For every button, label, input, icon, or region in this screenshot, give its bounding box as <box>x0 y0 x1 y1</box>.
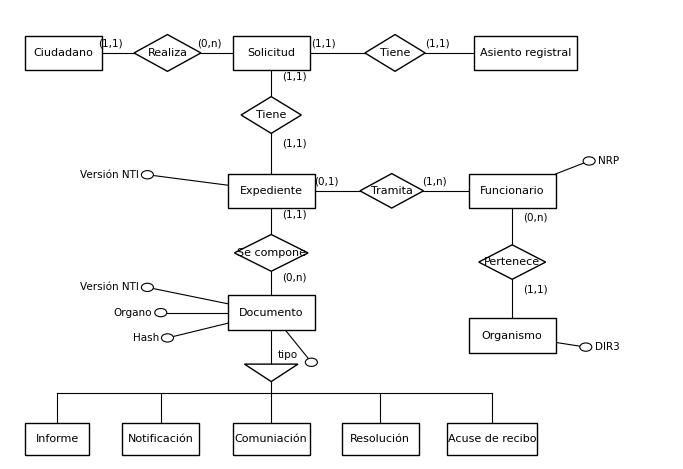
Text: Ciudadano: Ciudadano <box>33 48 94 58</box>
Polygon shape <box>241 97 301 133</box>
Text: Versión NTI: Versión NTI <box>80 170 139 180</box>
Text: DIR3: DIR3 <box>594 342 619 352</box>
Polygon shape <box>134 35 201 71</box>
Polygon shape <box>479 245 546 280</box>
FancyBboxPatch shape <box>342 423 419 455</box>
Text: Tiene: Tiene <box>256 110 286 120</box>
Text: (1,n): (1,n) <box>423 177 447 187</box>
Text: Comuniación: Comuniación <box>235 434 307 444</box>
FancyBboxPatch shape <box>25 423 89 455</box>
FancyBboxPatch shape <box>469 318 556 353</box>
Text: Organo: Organo <box>113 308 152 318</box>
Text: Se compone: Se compone <box>237 248 306 258</box>
Text: (1,1): (1,1) <box>282 72 307 82</box>
Text: Tiene: Tiene <box>380 48 410 58</box>
Text: Solicitud: Solicitud <box>247 48 295 58</box>
FancyBboxPatch shape <box>474 36 577 70</box>
Text: Resolución: Resolución <box>350 434 410 444</box>
FancyBboxPatch shape <box>447 423 538 455</box>
FancyBboxPatch shape <box>233 423 309 455</box>
FancyBboxPatch shape <box>469 174 556 208</box>
Text: (1,1): (1,1) <box>425 39 449 49</box>
Circle shape <box>580 343 592 351</box>
Text: Versión NTI: Versión NTI <box>80 282 139 292</box>
Polygon shape <box>234 234 308 271</box>
Text: Informe: Informe <box>36 434 79 444</box>
Text: Notificación: Notificación <box>128 434 194 444</box>
FancyBboxPatch shape <box>25 36 102 70</box>
Polygon shape <box>365 35 425 71</box>
Text: (1,1): (1,1) <box>98 39 122 49</box>
Circle shape <box>141 283 154 292</box>
FancyBboxPatch shape <box>122 423 199 455</box>
Text: (0,1): (0,1) <box>313 177 338 187</box>
Text: Realiza: Realiza <box>148 48 187 58</box>
Text: NRP: NRP <box>598 156 619 166</box>
Circle shape <box>583 157 595 165</box>
Text: (1,1): (1,1) <box>282 138 307 148</box>
Text: Funcionario: Funcionario <box>480 186 544 196</box>
Text: (0,n): (0,n) <box>197 39 221 49</box>
Circle shape <box>141 171 154 179</box>
Text: (0,n): (0,n) <box>523 212 548 222</box>
Text: (0,n): (0,n) <box>282 272 307 282</box>
Text: Tramita: Tramita <box>371 186 413 196</box>
FancyBboxPatch shape <box>227 295 315 330</box>
Circle shape <box>161 334 173 342</box>
Text: (1,1): (1,1) <box>311 39 336 49</box>
Text: Pertenece: Pertenece <box>484 257 540 267</box>
Text: (1,1): (1,1) <box>282 210 307 219</box>
FancyBboxPatch shape <box>227 174 315 208</box>
Polygon shape <box>360 174 423 208</box>
FancyBboxPatch shape <box>233 36 309 70</box>
Circle shape <box>305 358 318 366</box>
Text: tipo: tipo <box>278 350 298 360</box>
Polygon shape <box>245 364 298 382</box>
Text: Acuse de recibo: Acuse de recibo <box>448 434 536 444</box>
Text: Documento: Documento <box>239 308 303 318</box>
Circle shape <box>155 309 167 317</box>
Text: Expediente: Expediente <box>240 186 303 196</box>
Text: Hash: Hash <box>133 333 158 343</box>
Text: (1,1): (1,1) <box>523 284 548 294</box>
Text: Organismo: Organismo <box>482 331 542 340</box>
Text: Asiento registral: Asiento registral <box>480 48 571 58</box>
